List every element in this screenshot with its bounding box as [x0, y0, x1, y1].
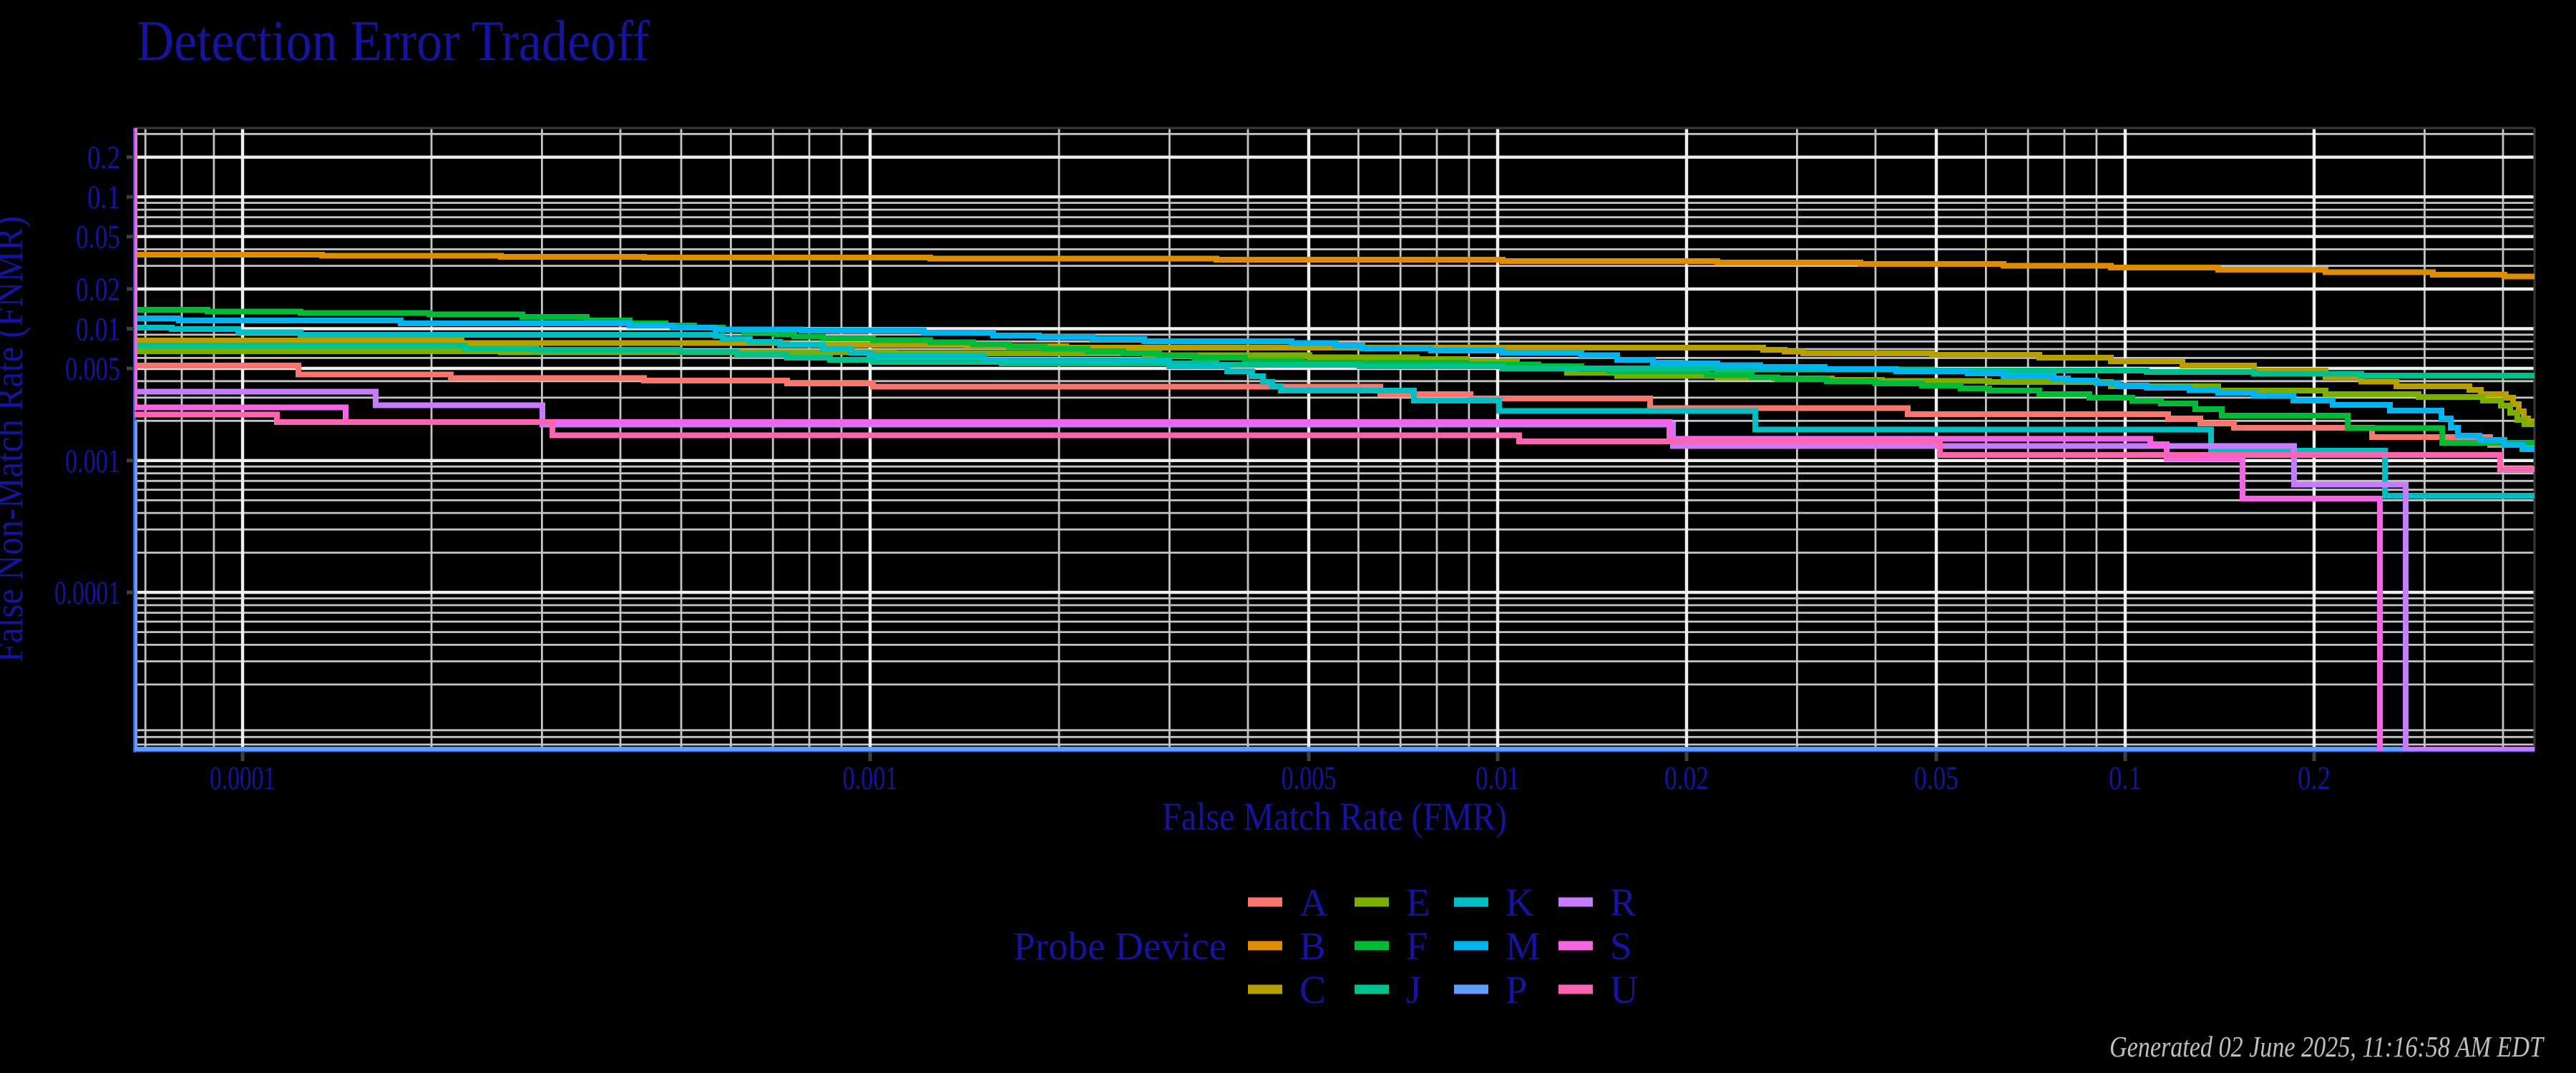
svg-text:0.005: 0.005	[65, 351, 120, 388]
svg-text:E: E	[1406, 881, 1430, 924]
svg-text:U: U	[1610, 968, 1639, 1011]
svg-text:0.02: 0.02	[1664, 760, 1709, 797]
svg-text:0.2: 0.2	[87, 139, 120, 177]
svg-text:C: C	[1299, 968, 1326, 1011]
svg-text:0.02: 0.02	[76, 271, 120, 308]
svg-text:0.2: 0.2	[2298, 760, 2331, 797]
svg-text:F: F	[1406, 924, 1428, 968]
svg-text:0.005: 0.005	[1282, 760, 1337, 797]
svg-text:False Match Rate (FMR): False Match Rate (FMR)	[1162, 795, 1507, 838]
svg-text:A: A	[1299, 881, 1328, 924]
svg-text:0.01: 0.01	[1475, 760, 1520, 797]
svg-text:0.0001: 0.0001	[210, 760, 275, 797]
svg-text:Generated 02 June 2025, 11:16:: Generated 02 June 2025, 11:16:58 AM EDT	[2109, 1030, 2545, 1063]
svg-text:0.001: 0.001	[843, 760, 898, 797]
svg-text:R: R	[1610, 881, 1636, 924]
svg-text:0.05: 0.05	[76, 219, 120, 256]
svg-text:0.0001: 0.0001	[54, 574, 120, 612]
svg-text:M: M	[1506, 924, 1541, 968]
svg-text:Detection Error Tradeoff: Detection Error Tradeoff	[137, 10, 650, 73]
svg-text:P: P	[1506, 968, 1528, 1011]
svg-text:0.01: 0.01	[76, 311, 120, 348]
svg-text:False Non-Match Rate (FNMR): False Non-Match Rate (FNMR)	[0, 216, 31, 662]
svg-text:0.1: 0.1	[87, 179, 120, 216]
svg-text:Probe Device: Probe Device	[1013, 924, 1226, 968]
svg-text:0.1: 0.1	[2109, 760, 2142, 797]
svg-text:J: J	[1406, 968, 1421, 1011]
svg-text:K: K	[1506, 881, 1534, 924]
svg-text:0.05: 0.05	[1914, 760, 1958, 797]
svg-text:B: B	[1299, 924, 1326, 968]
svg-text:0.001: 0.001	[65, 443, 120, 480]
svg-text:S: S	[1610, 924, 1632, 968]
